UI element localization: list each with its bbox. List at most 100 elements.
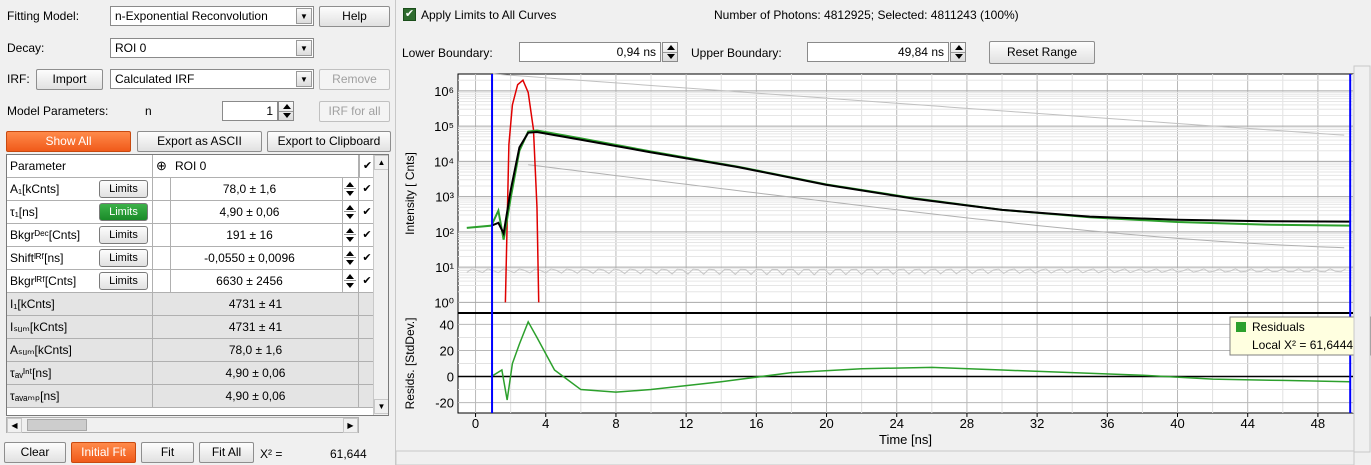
export-clipboard-button[interactable]: Export to Clipboard [267, 131, 391, 152]
fit-param-checkbox[interactable]: ✔ [362, 229, 372, 241]
scroll-up-icon[interactable]: ▲ [374, 155, 388, 170]
param-value[interactable]: 4,90 ± 0,06 [171, 201, 343, 223]
resid-tick-label: 40 [440, 317, 454, 332]
y-tick-label: 10³ [435, 190, 454, 205]
calc-param-value: 78,0 ± 1,6 [153, 339, 359, 361]
limits-button[interactable]: Limits [99, 226, 148, 244]
irf-select[interactable]: Calculated IRF ▼ [110, 69, 314, 89]
table-vertical-scrollbar[interactable]: ▲ ▼ [373, 155, 388, 415]
reset-range-button[interactable]: Reset Range [989, 41, 1095, 64]
calc-param-value: 4731 ± 41 [153, 293, 359, 315]
apply-limits-checkbox[interactable]: ✔ [403, 8, 416, 21]
table-row: τ₁[ns] Limits 4,90 ± 0,06 ✔ [7, 201, 375, 224]
row-marker [153, 178, 171, 200]
x-tick-label: 12 [679, 416, 693, 431]
value-stepper[interactable] [343, 224, 359, 246]
table-row: Bkgrᴰᵉᶜ[Cnts] Limits 191 ± 16 ✔ [7, 224, 375, 247]
param-name: Bkgrᴰᵉᶜ[Cnts] [7, 224, 153, 246]
upper-boundary-input[interactable]: 49,84 ns [807, 42, 949, 62]
model-parameters-label: Model Parameters: [7, 104, 109, 118]
table-horizontal-scrollbar[interactable]: ◀ ▶ [6, 417, 359, 433]
legend-chi2: Local X² = 61,6444 [1252, 338, 1353, 352]
help-button[interactable]: Help [319, 6, 390, 27]
table-row-partial [7, 408, 375, 415]
upper-boundary-stepper[interactable] [950, 42, 966, 62]
n-input[interactable]: 1 [222, 101, 278, 121]
parameter-table: Parameter ROI 0 ⊕ ✔ A₁[kCnts] Limits 78,0 … [6, 154, 389, 416]
table-row: I₁[kCnts] 4731 ± 41 [7, 293, 375, 316]
fitting-model-value: n-Exponential Reconvolution [115, 9, 268, 23]
parameter-column-header: Parameter [7, 155, 153, 177]
value-stepper[interactable] [343, 247, 359, 269]
calc-param-name: τₐᵥₐₘₚ[ns] [7, 385, 153, 407]
legend-label: Residuals [1252, 320, 1305, 334]
param-name: Shiftᴵᴿᶠ[ns] [7, 247, 153, 269]
x-tick-label: 44 [1240, 416, 1254, 431]
n-stepper[interactable] [278, 101, 294, 121]
irf-for-all-button[interactable]: IRF for all [319, 101, 390, 122]
irf-value: Calculated IRF [115, 72, 195, 86]
param-name: Bkgrᴵᴿᶠ[Cnts] [7, 270, 153, 292]
chevron-down-icon[interactable]: ▼ [296, 40, 312, 56]
reference-curve [528, 164, 1345, 249]
scroll-down-icon[interactable]: ▼ [374, 399, 388, 414]
lower-boundary-input[interactable]: 0,94 ns [519, 42, 661, 62]
table-row: τₐᵥₐₘₚ[ns] 4,90 ± 0,06 [7, 385, 375, 408]
empty-cell [359, 385, 375, 407]
x-tick-label: 28 [960, 416, 974, 431]
lower-boundary-stepper[interactable] [662, 42, 678, 62]
decay-select[interactable]: ROI 0 ▼ [110, 38, 314, 58]
scroll-left-icon[interactable]: ◀ [7, 418, 22, 433]
export-ascii-button[interactable]: Export as ASCII [137, 131, 262, 152]
param-value[interactable]: -0,0550 ± 0,0096 [171, 247, 343, 269]
chi2-label: X² = [260, 447, 283, 461]
limits-button[interactable]: Limits [99, 203, 148, 221]
show-all-button[interactable]: Show All [6, 131, 131, 152]
chevron-down-icon[interactable]: ▼ [296, 71, 312, 87]
scroll-right-icon[interactable]: ▶ [343, 418, 358, 433]
import-button[interactable]: Import [36, 69, 103, 90]
series-fit [490, 130, 1350, 237]
limits-button[interactable]: Limits [99, 272, 148, 290]
fitting-model-select[interactable]: n-Exponential Reconvolution ▼ [110, 6, 314, 26]
fit-button[interactable]: Fit [141, 442, 194, 463]
x-tick-label: 16 [749, 416, 763, 431]
value-stepper[interactable] [343, 178, 359, 200]
value-stepper[interactable] [343, 270, 359, 292]
initial-fit-button[interactable]: Initial Fit [71, 442, 136, 463]
fit-param-checkbox[interactable]: ✔ [362, 206, 372, 218]
chi2-value: 61,644 [330, 447, 367, 461]
table-row: Bkgrᴵᴿᶠ[Cnts] Limits 6630 ± 2456 ✔ [7, 270, 375, 293]
y-tick-label: 10¹ [435, 260, 454, 275]
calc-param-value: 4,90 ± 0,06 [153, 385, 359, 407]
fit-param-checkbox[interactable]: ✔ [362, 183, 372, 195]
globe-icon[interactable]: ⊕ [156, 158, 167, 173]
x-tick-label: 32 [1030, 416, 1044, 431]
chevron-down-icon[interactable]: ▼ [296, 8, 312, 24]
x-tick-label: 20 [819, 416, 833, 431]
fit-settings-panel: Fitting Model: n-Exponential Reconvoluti… [0, 0, 396, 465]
row-marker [153, 270, 171, 292]
fit-param-checkbox[interactable]: ✔ [362, 275, 372, 287]
x-tick-label: 8 [612, 416, 619, 431]
clear-button[interactable]: Clear [4, 442, 66, 463]
check-all-icon[interactable]: ✔ [359, 155, 375, 177]
scroll-thumb[interactable] [27, 419, 87, 431]
param-value[interactable]: 6630 ± 2456 [171, 270, 343, 292]
x-axis-label: Time [ns] [879, 432, 932, 447]
legend-box [1229, 316, 1371, 356]
limits-button[interactable]: Limits [99, 180, 148, 198]
resid-tick-label: 0 [447, 370, 454, 385]
param-value[interactable]: 78,0 ± 1,6 [171, 178, 343, 200]
value-stepper[interactable] [343, 201, 359, 223]
fit-all-button[interactable]: Fit All [199, 442, 254, 463]
x-tick-label: 40 [1170, 416, 1184, 431]
row-marker [153, 247, 171, 269]
limits-button[interactable]: Limits [99, 249, 148, 267]
calc-param-value: 4,90 ± 0,06 [153, 362, 359, 384]
fit-param-checkbox[interactable]: ✔ [362, 252, 372, 264]
remove-button[interactable]: Remove [319, 69, 390, 90]
param-value[interactable]: 191 ± 16 [171, 224, 343, 246]
